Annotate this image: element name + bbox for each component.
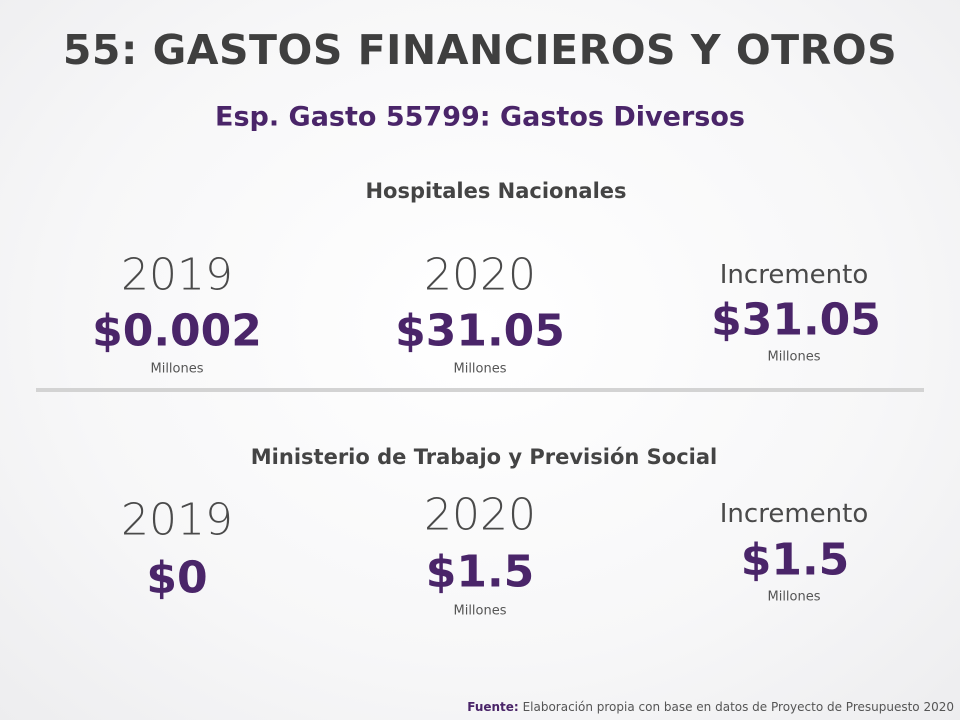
item-unit: Millones [767,349,821,365]
section-title: Hospitales Nacionales [365,179,627,203]
item-value: $1.5 [425,546,535,598]
item-value: $1.5 [740,534,850,586]
footer-text: Elaboración propia con base en datos de … [522,700,954,714]
item-label: 2019 [121,249,233,301]
footer-label: Fuente: [467,700,519,714]
item-label: 2020 [424,489,536,541]
divider [36,388,924,392]
item-value: $31.05 [711,294,881,346]
item-unit: Millones [150,361,204,377]
item-value: $31.05 [395,305,565,357]
section-title: Ministerio de Trabajo y Previsión Social [250,445,718,469]
title: 55: GASTOS FINANCIEROS Y OTROS [62,26,898,74]
item-label: 2020 [424,249,536,301]
item-unit: Millones [453,603,507,619]
item-unit: Millones [453,361,507,377]
item-label: 2019 [121,494,233,546]
item-value: $0 [146,552,208,604]
item-value: $0.002 [92,305,262,357]
item-unit: Millones [767,589,821,605]
item-label: Incremento [719,499,869,529]
item-label: Incremento [719,260,869,290]
subtitle: Esp. Gasto 55799: Gastos Diversos [215,101,745,133]
footer: Fuente: Elaboración propia con base en d… [467,700,954,714]
